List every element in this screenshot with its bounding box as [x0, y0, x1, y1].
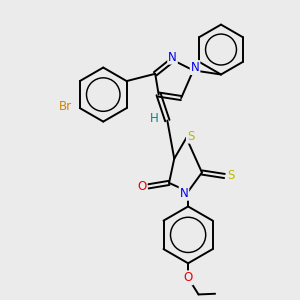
Text: O: O — [137, 180, 147, 193]
Text: Br: Br — [59, 100, 72, 113]
Text: S: S — [228, 169, 235, 182]
Text: H: H — [150, 112, 158, 124]
Text: O: O — [184, 271, 193, 284]
Text: N: N — [180, 187, 188, 200]
Text: S: S — [187, 130, 194, 142]
Text: N: N — [191, 61, 200, 74]
Text: N: N — [168, 51, 177, 64]
